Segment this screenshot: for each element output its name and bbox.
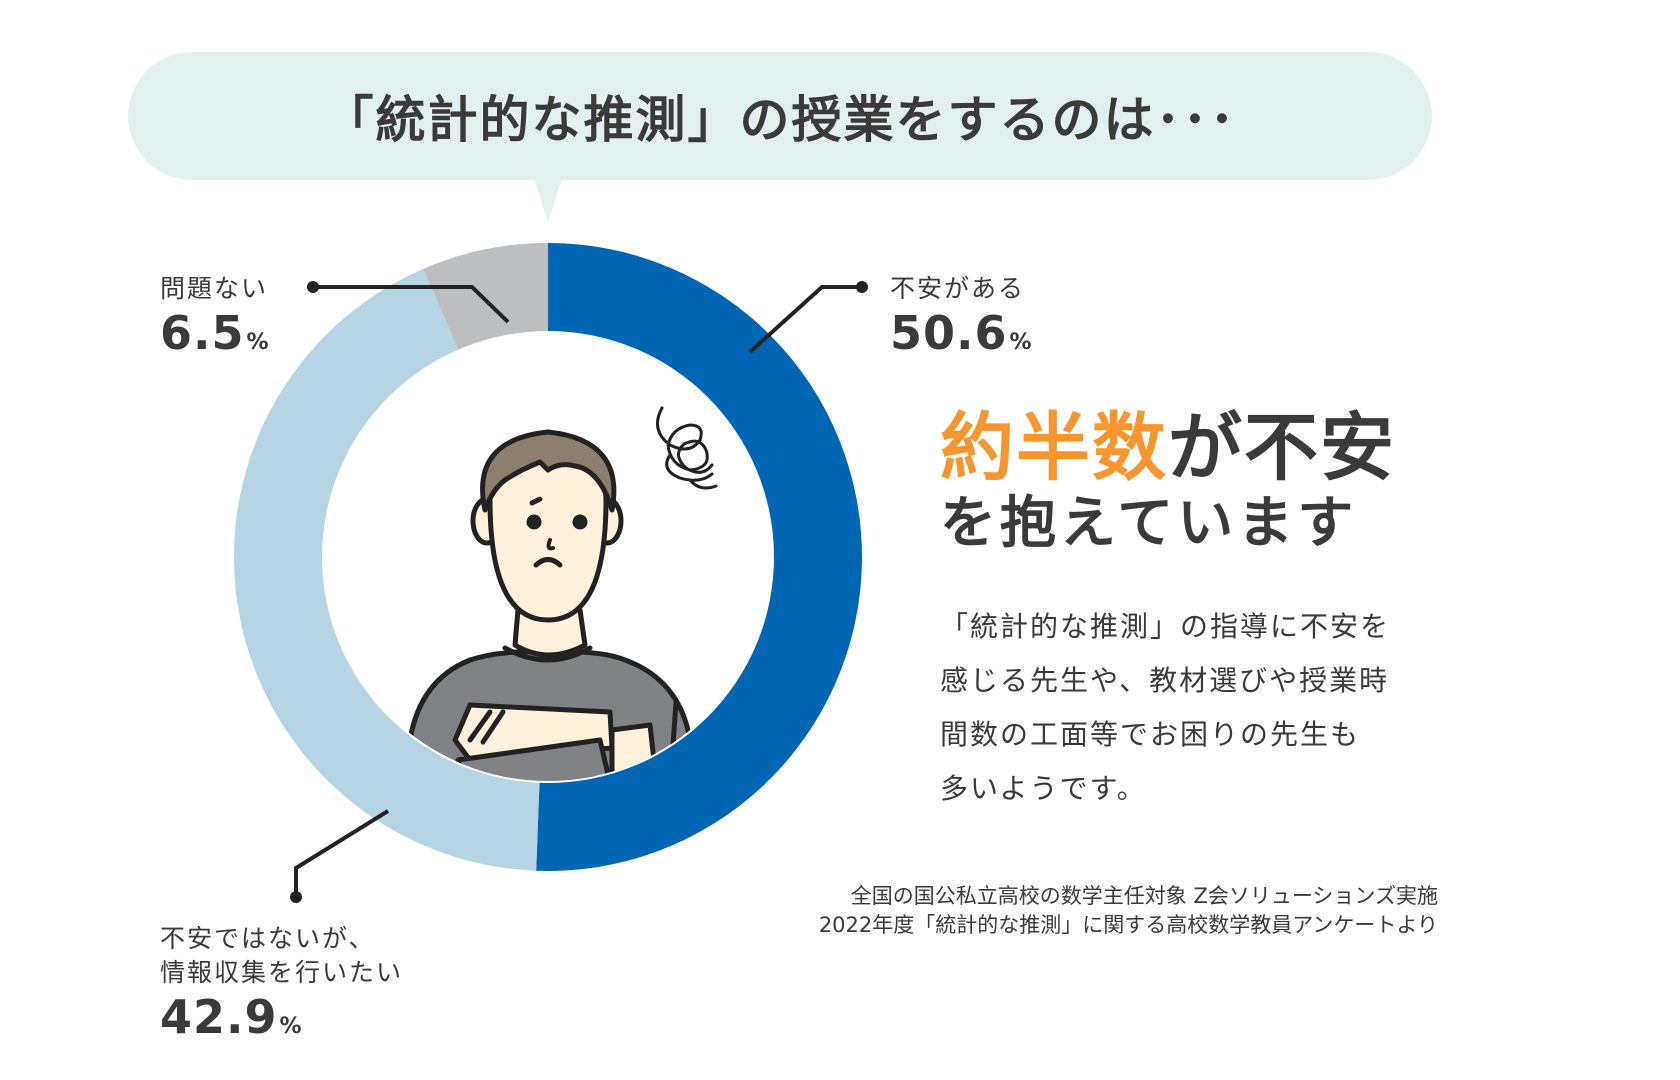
leader-line-info-gathering: [294, 809, 390, 897]
headline-highlight-text: 不安: [1244, 405, 1396, 491]
segment-name: 不安がある: [890, 274, 1026, 303]
leader-lines: [290, 281, 868, 903]
leader-line-no-problem: [313, 285, 510, 324]
segment-name-line1: 不安ではないが、: [160, 924, 376, 953]
headline: 約半数が 不安: [940, 388, 1406, 495]
headline-line2: を抱えています: [940, 491, 1358, 556]
segment-name-line2: 情報収集を行いたい: [160, 958, 404, 987]
segment-label-info-gathering: 不安ではないが、 情報収集を行いたい 42.9%: [160, 922, 403, 1044]
segment-name: 問題ない: [160, 274, 269, 303]
page-title: 「統計的な推測」の授業をするのは･･･: [323, 91, 1237, 149]
segment-value: 42.9%: [160, 990, 303, 1044]
headline-emphasis: 約半数: [940, 405, 1168, 491]
speech-bubble-tail: [534, 178, 562, 222]
segment-value: 6.5%: [160, 306, 270, 360]
description-line: 「統計的な推測」の指導に不安を: [940, 610, 1391, 643]
description-line: 間数の工面等でお困りの先生も: [940, 718, 1361, 751]
segment-label-no-problem: 問題ない 6.5%: [160, 272, 270, 360]
source-note: 全国の国公私立高校の数学主任対象 Z会ソリューションズ実施 2022年度「統計的…: [728, 882, 1438, 940]
segment-value: 50.6%: [890, 306, 1033, 360]
description-line: 感じる先生や、教材選びや授業時: [940, 664, 1390, 697]
source-line: 全国の国公私立高校の数学主任対象 Z会ソリューションズ実施: [850, 884, 1438, 908]
description-line: 多いようです。: [940, 772, 1147, 805]
source-line: 2022年度「統計的な推測」に関する高校数学教員アンケートより: [818, 913, 1438, 937]
leader-line-anxious: [748, 285, 862, 354]
worried-person-illustration: [399, 406, 718, 781]
segment-label-anxious: 不安がある 50.6%: [890, 272, 1033, 360]
description: 「統計的な推測」の指導に不安を 感じる先生や、教材選びや授業時 間数の工面等でお…: [940, 600, 1440, 816]
headline-particle: が: [1168, 405, 1244, 491]
headline-highlight: 不安: [1240, 388, 1406, 495]
speech-bubble: [128, 52, 1432, 180]
